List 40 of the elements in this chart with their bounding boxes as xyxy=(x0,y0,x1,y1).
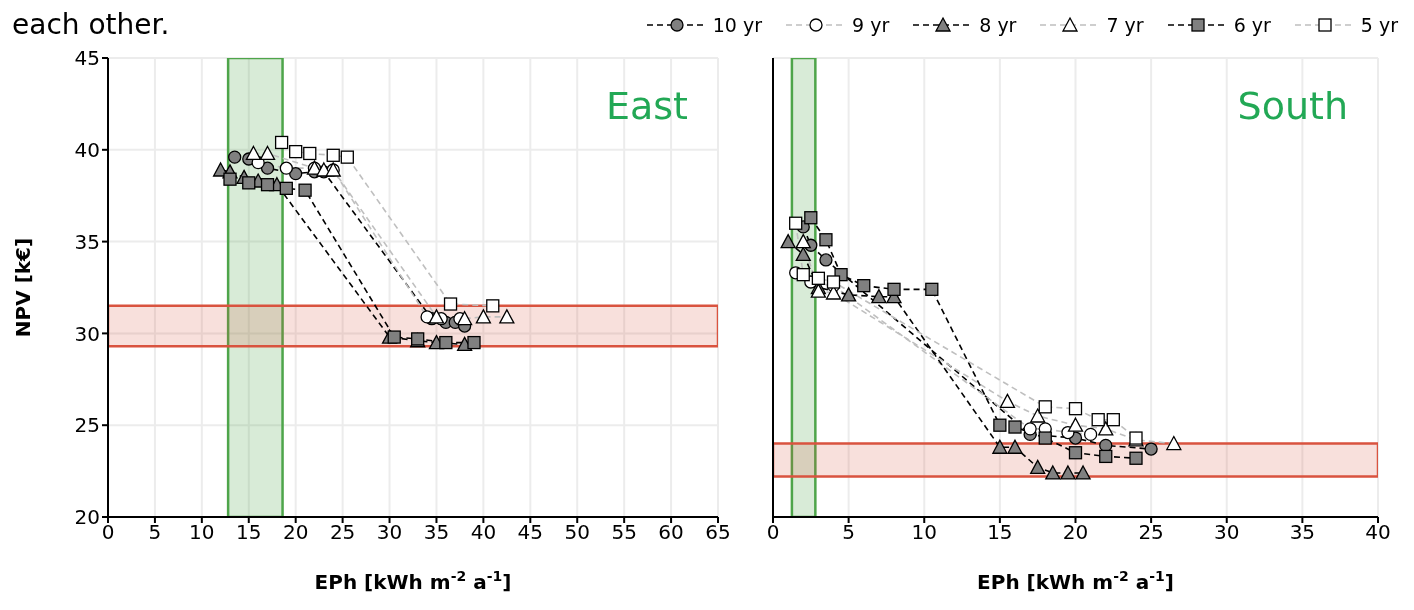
text: each other. xyxy=(12,8,170,41)
y-tick-label: 25 xyxy=(74,413,100,438)
x-tick-label: 25 xyxy=(1138,520,1164,545)
x-tick-label: 5 xyxy=(842,520,855,545)
y-tick-label: 30 xyxy=(74,321,100,346)
x-tick-label: 20 xyxy=(282,520,309,545)
y-axis-title: NPV [k€] xyxy=(11,237,35,338)
x-tick-label: 50 xyxy=(564,520,590,545)
legend-label: 8 yr xyxy=(979,14,1017,36)
x-tick-label: 65 xyxy=(705,520,731,545)
y-tick-label: 40 xyxy=(74,137,100,162)
x-tick-label: 25 xyxy=(329,520,356,545)
x-tick-label: 5 xyxy=(148,520,162,545)
x-tick-label: 15 xyxy=(236,520,262,545)
legend-label: 7 yr xyxy=(1106,14,1144,36)
x-tick-label: 10 xyxy=(189,520,215,545)
legend-label: 6 yr xyxy=(1233,14,1271,36)
x-tick-label: 35 xyxy=(423,520,450,545)
legend-label: 5 yr xyxy=(1360,14,1398,36)
y-tick-label: 35 xyxy=(74,229,100,254)
x-tick-label: 45 xyxy=(517,520,544,545)
text: South xyxy=(1237,84,1348,128)
y-tick-label: 45 xyxy=(74,46,100,71)
x-tick-label: 30 xyxy=(376,520,403,545)
x-tick-label: 0 xyxy=(101,520,115,545)
text: East xyxy=(606,84,688,128)
x-tick-label: 40 xyxy=(470,520,497,545)
x-tick-label: 60 xyxy=(658,520,684,545)
x-tick-label: 15 xyxy=(987,520,1013,545)
x-axis-title: EPh [kWh m$^{-2}$ a$^{-1}$] xyxy=(977,568,1174,594)
x-tick-label: 10 xyxy=(911,520,937,545)
x-tick-label: 30 xyxy=(1214,520,1240,545)
x-tick-label: 0 xyxy=(766,520,780,545)
legend-label: 9 yr xyxy=(852,14,890,36)
x-tick-label: 55 xyxy=(611,520,637,545)
legend-label: 10 yr xyxy=(712,14,763,36)
x-tick-label: 35 xyxy=(1289,520,1316,545)
x-tick-label: 40 xyxy=(1365,520,1391,545)
x-tick-label: 20 xyxy=(1062,520,1089,545)
x-axis-title: EPh [kWh m$^{-2}$ a$^{-1}$] xyxy=(314,568,512,594)
